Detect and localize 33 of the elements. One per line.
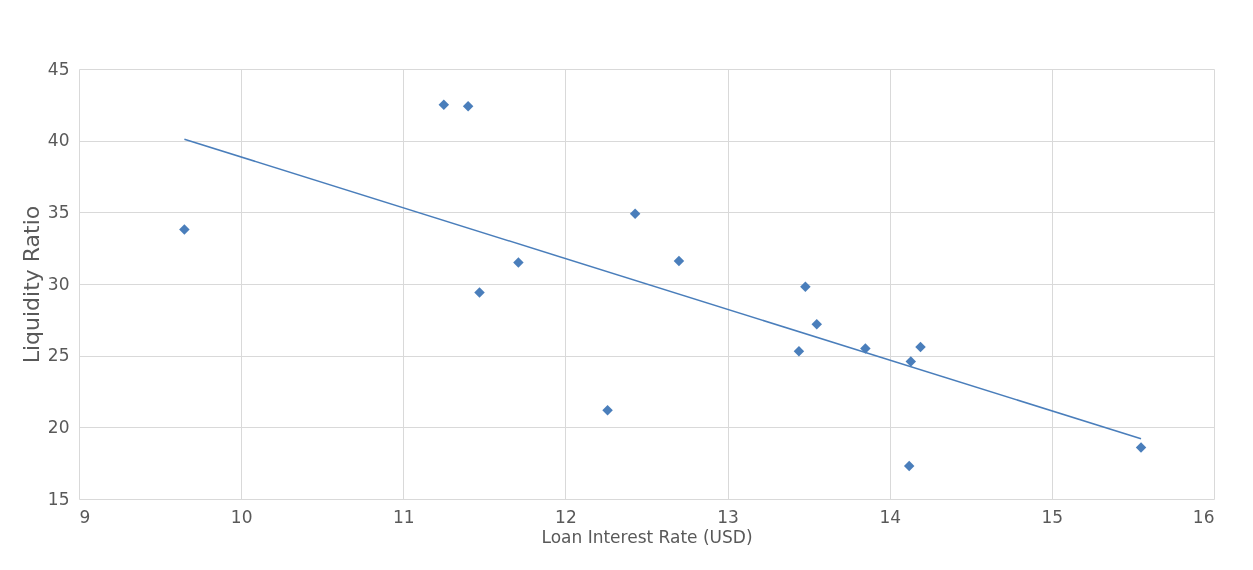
point xyxy=(903,460,915,472)
point xyxy=(462,101,474,112)
point xyxy=(793,346,805,357)
point xyxy=(905,356,917,367)
x-axis-title: Loan Interest Rate (USD) xyxy=(541,526,753,547)
point xyxy=(602,404,613,416)
point xyxy=(800,281,811,293)
x-tick-label: 9 xyxy=(79,506,91,527)
point xyxy=(1135,442,1147,453)
x-tick-label: 13 xyxy=(717,506,739,527)
y-tick-label: 20 xyxy=(47,416,70,437)
point xyxy=(179,224,190,235)
point xyxy=(811,318,822,330)
y-tick-label: 30 xyxy=(47,273,70,294)
point xyxy=(513,257,524,268)
x-tick-label: 14 xyxy=(879,506,902,527)
point xyxy=(438,99,450,111)
x-tick-label: 10 xyxy=(230,506,253,527)
y-tick-label: 45 xyxy=(47,58,70,79)
x-tick-label: 16 xyxy=(1192,506,1215,527)
point xyxy=(915,341,926,353)
y-tick-label: 40 xyxy=(47,130,70,151)
x-tick-label: 12 xyxy=(555,506,577,527)
x-tick-label: 15 xyxy=(1041,506,1064,527)
point xyxy=(474,287,485,298)
x-tick-label: 11 xyxy=(392,506,415,527)
point xyxy=(860,343,871,354)
y-axis-title: Liquidity Ratio xyxy=(18,205,44,364)
y-tick-label: 25 xyxy=(47,345,70,366)
y-tick-label: 35 xyxy=(47,201,70,222)
point xyxy=(629,208,641,220)
point xyxy=(673,255,685,267)
y-tick-label: 15 xyxy=(47,488,70,509)
